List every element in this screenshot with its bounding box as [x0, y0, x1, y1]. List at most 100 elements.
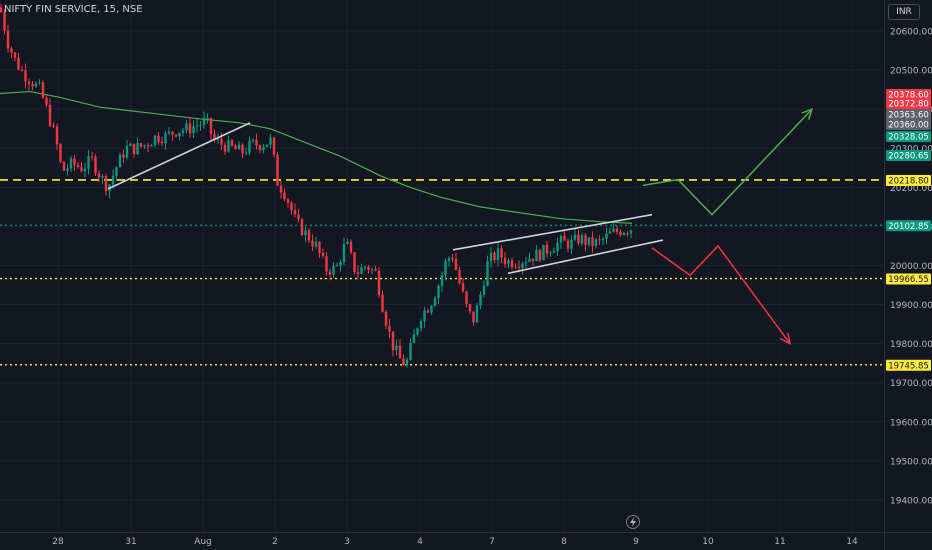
candle-body: [59, 144, 62, 162]
candle-body: [125, 146, 129, 158]
candle-body: [181, 130, 185, 133]
candle-body: [80, 166, 83, 172]
candle-body: [514, 267, 517, 269]
candle-body: [577, 234, 580, 244]
x-tick-label: 9: [633, 537, 639, 547]
candle-body: [594, 239, 598, 247]
price-label-text: 20378.60: [888, 91, 929, 101]
candle-body: [465, 291, 468, 305]
candle-body: [164, 133, 167, 144]
candle-body: [139, 143, 143, 147]
candle-body: [167, 131, 171, 134]
candle-body: [160, 141, 164, 144]
y-tick-label: 20500.00: [890, 67, 932, 77]
y-tick-label: 20600.00: [890, 28, 932, 38]
candle-body: [237, 144, 241, 150]
candle-body: [416, 328, 419, 335]
candle-body: [97, 173, 101, 178]
candle-body: [423, 310, 426, 322]
y-tick-label: 19500.00: [890, 457, 932, 467]
projection-arrowhead: [801, 107, 814, 120]
candle-body: [531, 258, 535, 262]
candle-body: [265, 144, 269, 148]
x-tick-label: 2: [272, 537, 278, 547]
candle-body: [500, 248, 503, 258]
candle-body: [363, 266, 367, 268]
candle-body: [69, 158, 73, 169]
price-label-text: 20218.80: [888, 176, 929, 186]
candle-body: [150, 145, 153, 147]
candle-body: [472, 311, 475, 323]
price-label-text: 19966.55: [888, 275, 929, 285]
candle-body: [433, 298, 437, 306]
candle-body: [195, 125, 199, 127]
x-tick-label: 31: [125, 537, 136, 547]
candle-body: [157, 135, 160, 142]
candle-body: [486, 261, 489, 286]
x-tick-label: 14: [846, 537, 858, 547]
candle-body: [230, 140, 234, 146]
candle-body: [34, 83, 38, 87]
candle-body: [367, 266, 370, 271]
candle-body: [615, 228, 619, 232]
candle-body: [328, 271, 332, 275]
candle-body: [143, 145, 146, 147]
candle-body: [297, 214, 300, 220]
candle-body: [440, 275, 444, 286]
candle-body: [612, 228, 615, 232]
candle-body: [346, 241, 349, 245]
candle-body: [507, 260, 510, 264]
candle-body: [55, 126, 59, 145]
candle-body: [6, 30, 10, 49]
candle-body: [255, 139, 258, 146]
candle-body: [153, 135, 157, 146]
candle-body: [342, 244, 346, 262]
candle-body: [13, 52, 17, 58]
candle-body: [447, 258, 451, 261]
candle-body: [227, 140, 230, 152]
candle-body: [17, 57, 20, 70]
candle-body: [556, 242, 559, 252]
lightning-icon[interactable]: [626, 515, 640, 529]
candle-body: [234, 145, 237, 150]
price-label-text: 20372.80: [888, 100, 929, 110]
candle-body: [528, 258, 531, 263]
moving-average-line: [0, 90, 633, 224]
trendline: [107, 122, 251, 190]
candle-body: [356, 272, 360, 274]
candle-body: [101, 176, 104, 178]
candle-body: [482, 285, 486, 295]
candle-body: [325, 256, 328, 272]
candle-body: [20, 69, 24, 71]
candle-body: [629, 230, 633, 234]
currency-button[interactable]: INR: [888, 4, 920, 20]
candle-body: [307, 230, 311, 241]
price-label-badge: [886, 98, 931, 109]
candle-body: [426, 310, 430, 313]
candle-body: [251, 139, 255, 141]
candle-body: [370, 269, 374, 271]
candle-body: [192, 126, 195, 134]
candle-body: [136, 143, 139, 154]
candle-body: [62, 161, 66, 171]
x-tick-label: 11: [774, 537, 785, 547]
candle-body: [391, 331, 395, 351]
price-label-badge: [886, 109, 931, 120]
projection-path: [642, 108, 813, 216]
candle-body: [31, 84, 34, 87]
candle-body: [444, 260, 447, 276]
symbol-title: NIFTY FIN SERVICE, 15, NSE: [4, 4, 143, 15]
candle-body: [202, 117, 206, 125]
candle-body: [244, 152, 248, 154]
candle-body: [552, 251, 556, 253]
candle-body: [626, 233, 629, 235]
candle-body: [377, 270, 381, 295]
y-tick-label: 19600.00: [890, 418, 932, 428]
candle-body: [409, 342, 412, 360]
candle-body: [605, 233, 608, 239]
candle-body: [115, 167, 118, 176]
candle-body: [41, 82, 45, 98]
candle-body: [293, 210, 297, 215]
